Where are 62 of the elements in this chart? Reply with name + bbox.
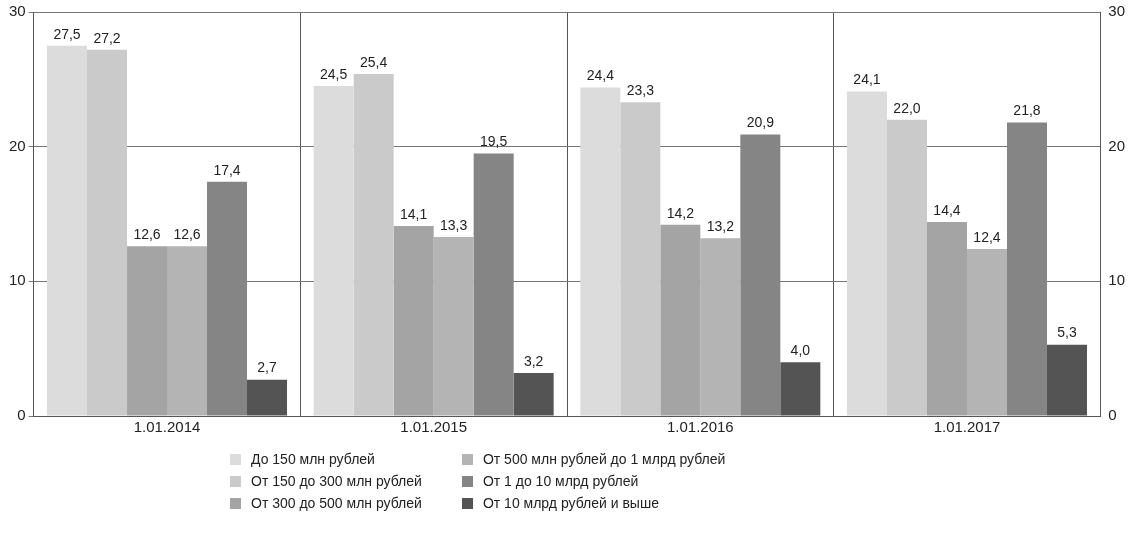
legend-label: От 300 до 500 млн рублей xyxy=(251,495,422,511)
bar xyxy=(580,87,621,416)
data-label: 19,5 xyxy=(480,133,508,150)
y-tick-label: 30 xyxy=(9,2,26,20)
legend-label: От 150 до 300 млн рублей xyxy=(251,473,422,489)
data-label: 23,3 xyxy=(626,82,655,99)
data-label: 27,2 xyxy=(93,29,121,46)
legend-label: От 10 млрд рублей и выше xyxy=(482,495,659,511)
y2-tick-label: 30 xyxy=(1108,2,1125,20)
data-label: 25,4 xyxy=(360,53,388,70)
bar xyxy=(473,153,514,416)
x-tick-label: 1.01.2015 xyxy=(400,418,468,436)
bar xyxy=(47,45,88,416)
y-tick-label: 10 xyxy=(9,271,26,289)
legend-label: От 1 до 10 млрд рублей xyxy=(482,473,639,489)
data-label: 14,1 xyxy=(400,205,428,222)
bar xyxy=(846,91,887,416)
y2-tick-label: 0 xyxy=(1108,406,1117,424)
data-label: 17,4 xyxy=(213,161,241,178)
bar xyxy=(966,249,1007,416)
bar xyxy=(1006,122,1047,416)
bar xyxy=(313,86,354,416)
y-tick-label: 20 xyxy=(9,136,26,154)
bar xyxy=(127,246,168,416)
data-label: 13,3 xyxy=(440,216,468,233)
data-label: 24,1 xyxy=(853,71,881,88)
x-tick-label: 1.01.2014 xyxy=(133,418,201,436)
x-tick-label: 1.01.2017 xyxy=(933,418,1001,436)
data-label: 24,4 xyxy=(586,67,615,84)
bar xyxy=(886,119,927,416)
bar xyxy=(740,134,781,416)
y-tick-label: 0 xyxy=(17,406,26,424)
y2-tick-label: 20 xyxy=(1108,136,1125,154)
bar xyxy=(926,222,967,416)
bar xyxy=(353,73,394,416)
data-label: 24,5 xyxy=(320,65,348,82)
bar xyxy=(393,226,434,416)
data-label: 21,8 xyxy=(1013,102,1041,119)
y2-tick-label: 10 xyxy=(1108,271,1125,289)
bar xyxy=(620,102,661,416)
bar xyxy=(660,224,701,416)
legend-label: От 500 млн рублей до 1 млрд рублей xyxy=(482,451,726,467)
data-label: 20,9 xyxy=(746,114,775,131)
data-label: 22,0 xyxy=(893,99,921,116)
bar xyxy=(700,238,741,416)
data-label: 13,2 xyxy=(706,218,735,235)
data-label: 3,2 xyxy=(523,352,544,369)
data-label: 4,0 xyxy=(790,341,811,358)
bar xyxy=(87,49,128,416)
legend-label: До 150 млн рублей xyxy=(251,451,375,467)
data-label: 14,4 xyxy=(933,201,961,218)
data-label: 27,5 xyxy=(53,25,81,42)
data-label: 12,6 xyxy=(133,226,161,243)
data-label: 2,7 xyxy=(257,359,277,376)
data-label: 5,3 xyxy=(1057,324,1077,341)
data-label: 12,6 xyxy=(173,226,201,243)
data-label: 14,2 xyxy=(666,204,695,221)
bar xyxy=(207,181,248,416)
data-label: 12,4 xyxy=(973,228,1001,245)
bar xyxy=(433,236,474,416)
x-tick-label: 1.01.2016 xyxy=(666,418,734,436)
bar xyxy=(167,246,208,416)
